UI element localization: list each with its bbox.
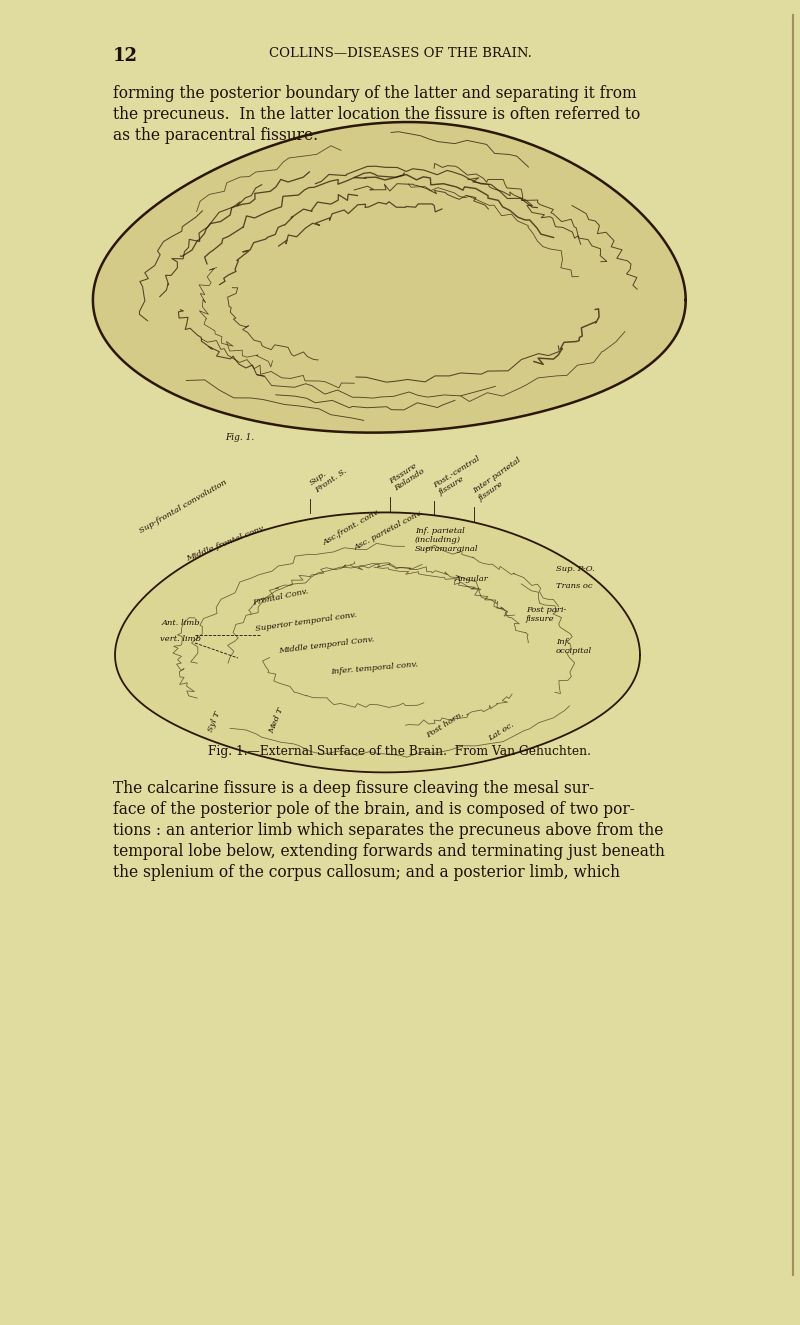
Text: face of the posterior pole of the brain, and is composed of two por-: face of the posterior pole of the brain,… — [113, 802, 635, 818]
Text: Post pari-
fissure: Post pari- fissure — [526, 606, 566, 623]
Text: the splenium of the corpus callosum; and a posterior limb, which: the splenium of the corpus callosum; and… — [113, 864, 620, 881]
Text: Asc. parietal conv.: Asc. parietal conv. — [353, 509, 425, 553]
Text: Syl T: Syl T — [207, 710, 222, 733]
Text: Ant. limb: Ant. limb — [162, 619, 201, 627]
Polygon shape — [93, 122, 686, 433]
Text: Frontal Conv.: Frontal Conv. — [252, 587, 310, 607]
Text: tions : an anterior limb which separates the precuneus above from the: tions : an anterior limb which separates… — [113, 822, 663, 839]
Text: the precuneus.  In the latter location the fissure is often referred to: the precuneus. In the latter location th… — [113, 106, 640, 123]
Text: Asc.front. conv.: Asc.front. conv. — [322, 507, 382, 547]
Text: Sup.
Front. S.: Sup. Front. S. — [308, 460, 348, 496]
Text: Inf.
occipital: Inf. occipital — [556, 637, 592, 655]
Text: vert. limb: vert. limb — [160, 635, 201, 643]
Text: Post.-central
fissure: Post.-central fissure — [432, 454, 486, 497]
Text: Middle temporal Conv.: Middle temporal Conv. — [278, 635, 374, 655]
Text: Lat oc.: Lat oc. — [487, 721, 516, 743]
Text: The calcarine fissure is a deep fissure cleaving the mesal sur-: The calcarine fissure is a deep fissure … — [113, 780, 594, 798]
Text: Sup. P-O.: Sup. P-O. — [556, 564, 594, 572]
Text: 12: 12 — [113, 46, 138, 65]
Text: Sup-frontal convolution: Sup-frontal convolution — [138, 478, 228, 535]
Text: Fissure
Rolando: Fissure Rolando — [388, 460, 426, 493]
Text: Middle frontal conv.: Middle frontal conv. — [185, 523, 266, 563]
Text: as the paracentral fissure.: as the paracentral fissure. — [113, 127, 318, 144]
Text: Trans oc: Trans oc — [556, 582, 593, 590]
Text: Inf. parietal
(including)
Supramarginal: Inf. parietal (including) Supramarginal — [415, 526, 478, 553]
Text: Infer. temporal conv.: Infer. temporal conv. — [330, 660, 418, 676]
Polygon shape — [115, 513, 640, 772]
Text: Angular: Angular — [455, 575, 489, 583]
Text: Fig. 1.—External Surface of the Brain.  From Van Gehuchten.: Fig. 1.—External Surface of the Brain. F… — [209, 745, 591, 758]
Text: Post horn.: Post horn. — [425, 710, 466, 739]
Text: temporal lobe below, extending forwards and terminating just beneath: temporal lobe below, extending forwards … — [113, 843, 665, 860]
Text: Med T: Med T — [268, 706, 286, 735]
Text: COLLINS—DISEASES OF THE BRAIN.: COLLINS—DISEASES OF THE BRAIN. — [269, 46, 531, 60]
Text: forming the posterior boundary of the latter and separating it from: forming the posterior boundary of the la… — [113, 85, 637, 102]
Text: Superior temporal conv.: Superior temporal conv. — [255, 611, 358, 633]
Text: Fig. 1.: Fig. 1. — [225, 433, 254, 443]
Text: Inter parietal
fissure: Inter parietal fissure — [472, 456, 528, 504]
